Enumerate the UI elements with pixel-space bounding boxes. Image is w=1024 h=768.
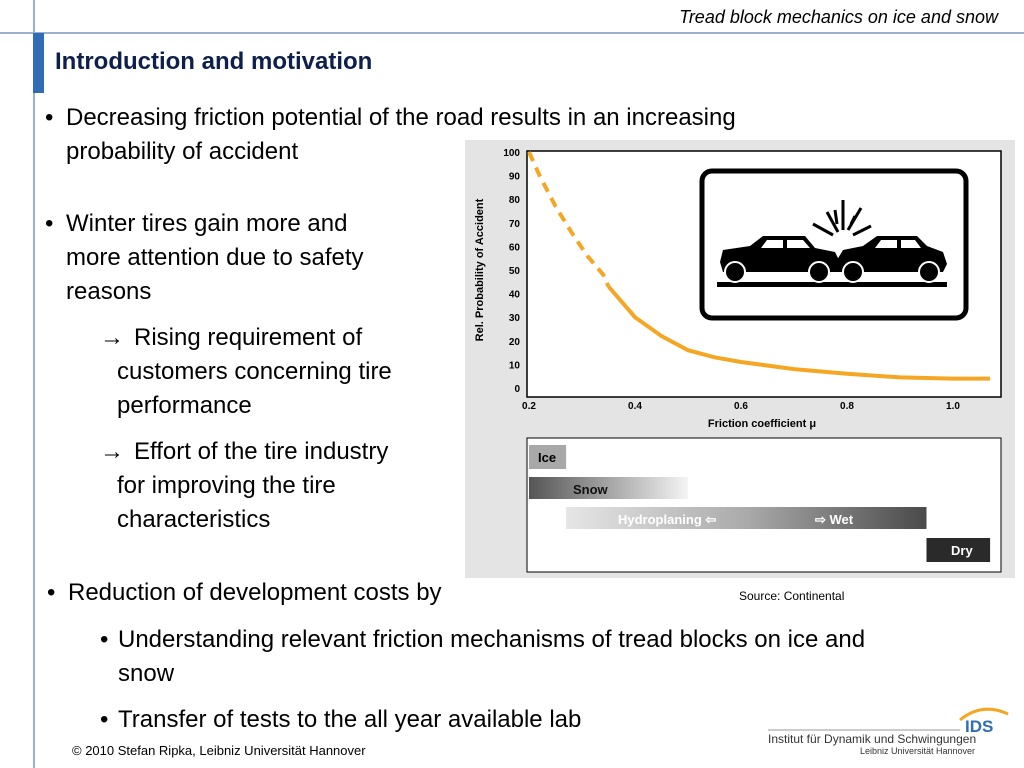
- series-solid-line: [606, 285, 991, 381]
- footer-copyright: © 2010 Stefan Ripka, Leibniz Universität…: [72, 743, 366, 758]
- arrow-effort-line1: Effort of the tire industry: [134, 438, 389, 465]
- sub-bullet-transfer: •: [100, 706, 109, 733]
- condition-label-wet: ⇨ Wet: [815, 512, 854, 527]
- bullet-friction-line1: Decreasing friction potential of the roa…: [66, 104, 736, 131]
- header-title: Tread block mechanics on ice and snow: [679, 7, 998, 27]
- y-tick-label: 10: [509, 360, 521, 371]
- y-tick-label: 0: [514, 384, 520, 395]
- bullet-winter-line3: reasons: [66, 278, 152, 305]
- condition-label-hydroplaning: Hydroplaning ⇦: [618, 512, 716, 527]
- ids-logo: IDS Institut für Dynamik und Schwingunge…: [760, 700, 1020, 762]
- source-note: Source: Continental: [739, 589, 845, 603]
- arrow-effort-line2: for improving the tire: [117, 472, 336, 499]
- x-axis-label: Friction coefficient μ: [708, 418, 816, 430]
- x-tick-label: 0.8: [840, 401, 854, 412]
- arrow-right-icon: →: [100, 438, 124, 465]
- arrow-right-icon: →: [100, 324, 124, 351]
- y-tick-label: 60: [509, 242, 521, 253]
- ids-logo-mark: IDS Institut für Dynamik und Schwingunge…: [768, 707, 1009, 756]
- bullet-friction-line2: probability of accident: [66, 138, 299, 165]
- logo-line1: Institut für Dynamik und Schwingungen: [768, 732, 976, 746]
- y-axis-label: Rel. Probability of Accident: [474, 198, 486, 341]
- condition-label-snow: Snow: [573, 482, 609, 497]
- bullet-winter-line1: Winter tires gain more and: [66, 210, 348, 237]
- condition-bar-dry: Dry: [926, 538, 991, 562]
- arrow-effort-line3: characteristics: [117, 506, 271, 533]
- bullet-reduction: •: [47, 579, 56, 606]
- condition-bar-hydroplaning-wet: Hydroplaning ⇦ ⇨ Wet: [566, 507, 927, 529]
- left-rule: [33, 0, 35, 768]
- car-right-icon: [837, 236, 947, 283]
- sub-bullet-understanding: •: [100, 626, 109, 653]
- bullet-friction: •: [45, 104, 54, 131]
- x-tick-label: 0.6: [734, 401, 748, 412]
- condition-label-ice: Ice: [538, 450, 556, 465]
- logo-line2: Leibniz Universität Hannover: [860, 746, 975, 756]
- sub-transfer-text: Transfer of tests to the all year availa…: [118, 706, 582, 733]
- bullet-winter-line2: more attention due to safety: [66, 244, 364, 271]
- y-axis-ticks: 0 10 20 30 40 50 60 70 80 90 100: [503, 148, 520, 395]
- header-rule: [0, 32, 1024, 34]
- y-tick-label: 40: [509, 290, 521, 301]
- bullet-winter: •: [45, 210, 54, 237]
- x-tick-label: 1.0: [946, 401, 960, 412]
- car-left-icon: [720, 236, 841, 283]
- condition-panel: [526, 437, 1002, 573]
- y-tick-label: 80: [509, 195, 521, 206]
- logo-abbr: IDS: [965, 717, 993, 736]
- y-tick-label: 70: [509, 219, 521, 230]
- y-tick-label: 90: [509, 172, 521, 183]
- condition-bar-ice: Ice: [529, 445, 567, 469]
- x-axis-ticks: 0.2 0.4 0.6 0.8 1.0: [522, 401, 960, 412]
- arrow-rising-line2: customers concerning tire: [117, 358, 392, 385]
- y-tick-label: 20: [509, 337, 521, 348]
- x-tick-label: 0.2: [522, 401, 536, 412]
- arrow-rising-line1: Rising requirement of: [134, 324, 363, 351]
- condition-label-dry: Dry: [951, 543, 973, 558]
- x-tick-label: 0.4: [628, 401, 642, 412]
- y-tick-label: 100: [503, 148, 520, 159]
- page-title: Introduction and motivation: [55, 48, 373, 75]
- title-accent-bar: [33, 33, 44, 93]
- y-tick-label: 50: [509, 266, 521, 277]
- arrow-rising-line3: performance: [117, 392, 252, 419]
- series-dashed-line: [527, 151, 611, 288]
- y-tick-label: 30: [509, 313, 521, 324]
- crash-burst-icon: [812, 200, 872, 237]
- bullet-reduction-text: Reduction of development costs by: [68, 579, 442, 606]
- sub-understanding-line2: snow: [118, 660, 175, 687]
- sub-understanding-line1: Understanding relevant friction mechanis…: [118, 626, 866, 653]
- chart-panel: 0 10 20 30 40 50 60 70 80 90 100 0.2 0.4 0.6 0.8 1.0 R…: [465, 140, 1015, 578]
- condition-bar-snow: Snow: [529, 477, 688, 499]
- accident-sign-icon: [699, 168, 969, 321]
- chart-svg: 0 10 20 30 40 50 60 70 80 90 100 0.2 0.4 0.6 0.8 1.0 R…: [474, 148, 1002, 573]
